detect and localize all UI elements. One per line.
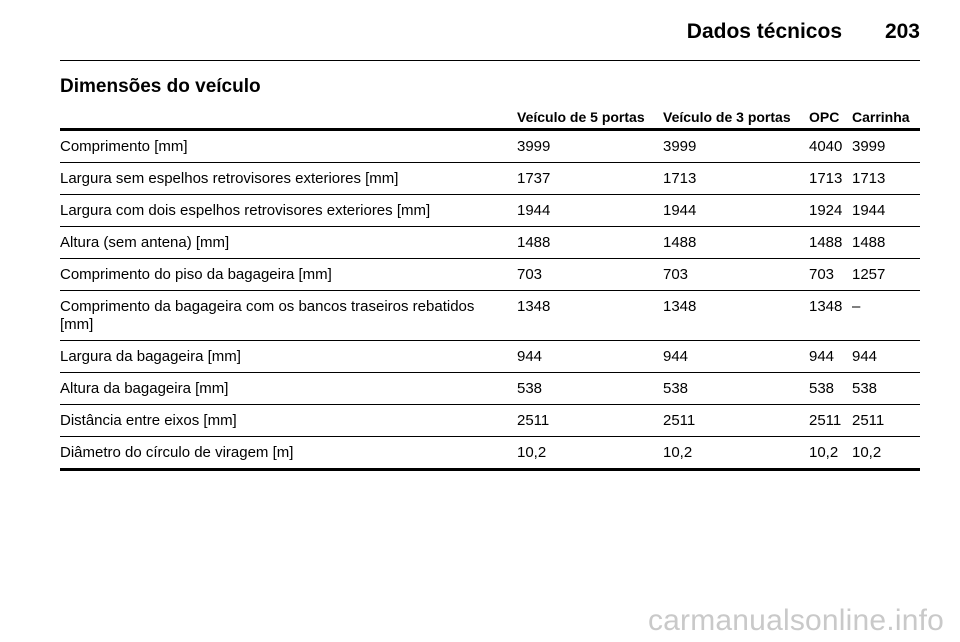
cell-carrinha: 1944: [852, 194, 920, 227]
column-header-item: [60, 106, 517, 131]
row-label: Comprimento [mm]: [60, 129, 517, 163]
cell-opc: 1348: [809, 290, 852, 341]
cell-3-door: 538: [663, 372, 809, 405]
cell-3-door: 1713: [663, 162, 809, 195]
table-row: Comprimento da bagageira com os bancos t…: [60, 290, 920, 341]
cell-carrinha: 1488: [852, 226, 920, 259]
row-label: Comprimento da bagageira com os bancos t…: [60, 290, 517, 341]
cell-5-door: 10,2: [517, 436, 663, 471]
dimensions-table: Veículo de 5 portas Veículo de 3 portas …: [60, 106, 920, 471]
row-label: Largura sem espelhos retrovisores exteri…: [60, 162, 517, 195]
cell-carrinha: 10,2: [852, 436, 920, 471]
table-row: Altura da bagageira [mm] 538 538 538 538: [60, 372, 920, 405]
row-label: Distância entre eixos [mm]: [60, 404, 517, 437]
table-row: Distância entre eixos [mm] 2511 2511 251…: [60, 404, 920, 437]
cell-opc: 944: [809, 340, 852, 373]
cell-carrinha: 1257: [852, 258, 920, 291]
cell-3-door: 2511: [663, 404, 809, 437]
column-header-3-door: Veículo de 3 portas: [663, 106, 809, 131]
row-label: Largura da bagageira [mm]: [60, 340, 517, 373]
cell-5-door: 2511: [517, 404, 663, 437]
cell-carrinha: 2511: [852, 404, 920, 437]
column-header-carrinha: Carrinha: [852, 106, 920, 131]
table-row: Largura com dois espelhos retrovisores e…: [60, 194, 920, 227]
row-label: Diâmetro do círculo de viragem [m]: [60, 436, 517, 471]
cell-5-door: 538: [517, 372, 663, 405]
cell-opc: 2511: [809, 404, 852, 437]
table-row: Comprimento [mm] 3999 3999 4040 3999: [60, 129, 920, 163]
row-label: Altura da bagageira [mm]: [60, 372, 517, 405]
cell-5-door: 1488: [517, 226, 663, 259]
cell-5-door: 703: [517, 258, 663, 291]
cell-opc: 1488: [809, 226, 852, 259]
cell-5-door: 944: [517, 340, 663, 373]
cell-opc: 538: [809, 372, 852, 405]
table-header-row: Veículo de 5 portas Veículo de 3 portas …: [60, 106, 920, 131]
cell-5-door: 1348: [517, 290, 663, 341]
column-header-5-door: Veículo de 5 portas: [517, 106, 663, 131]
cell-3-door: 1488: [663, 226, 809, 259]
cell-carrinha: –: [852, 290, 920, 341]
page-header: Dados técnicos 203: [60, 0, 920, 61]
cell-carrinha: 538: [852, 372, 920, 405]
table-row: Largura da bagageira [mm] 944 944 944 94…: [60, 340, 920, 373]
cell-5-door: 1737: [517, 162, 663, 195]
cell-5-door: 1944: [517, 194, 663, 227]
cell-opc: 1924: [809, 194, 852, 227]
row-label: Largura com dois espelhos retrovisores e…: [60, 194, 517, 227]
cell-opc: 703: [809, 258, 852, 291]
cell-5-door: 3999: [517, 129, 663, 163]
table-row: Diâmetro do círculo de viragem [m] 10,2 …: [60, 436, 920, 471]
table-row: Largura sem espelhos retrovisores exteri…: [60, 162, 920, 195]
watermark: carmanualsonline.info: [647, 604, 944, 637]
page-number: 203: [884, 20, 920, 43]
cell-carrinha: 944: [852, 340, 920, 373]
column-header-opc: OPC: [809, 106, 852, 131]
cell-3-door: 944: [663, 340, 809, 373]
cell-3-door: 10,2: [663, 436, 809, 471]
section-title: Dimensões do veículo: [60, 76, 261, 97]
cell-opc: 1713: [809, 162, 852, 195]
chapter-title: Dados técnicos: [686, 20, 842, 43]
cell-opc: 10,2: [809, 436, 852, 471]
table-row: Altura (sem antena) [mm] 1488 1488 1488 …: [60, 226, 920, 259]
cell-3-door: 1348: [663, 290, 809, 341]
cell-3-door: 1944: [663, 194, 809, 227]
cell-3-door: 703: [663, 258, 809, 291]
row-label: Altura (sem antena) [mm]: [60, 226, 517, 259]
cell-opc: 4040: [809, 129, 852, 163]
table-row: Comprimento do piso da bagageira [mm] 70…: [60, 258, 920, 291]
cell-carrinha: 1713: [852, 162, 920, 195]
row-label: Comprimento do piso da bagageira [mm]: [60, 258, 517, 291]
cell-carrinha: 3999: [852, 129, 920, 163]
cell-3-door: 3999: [663, 129, 809, 163]
